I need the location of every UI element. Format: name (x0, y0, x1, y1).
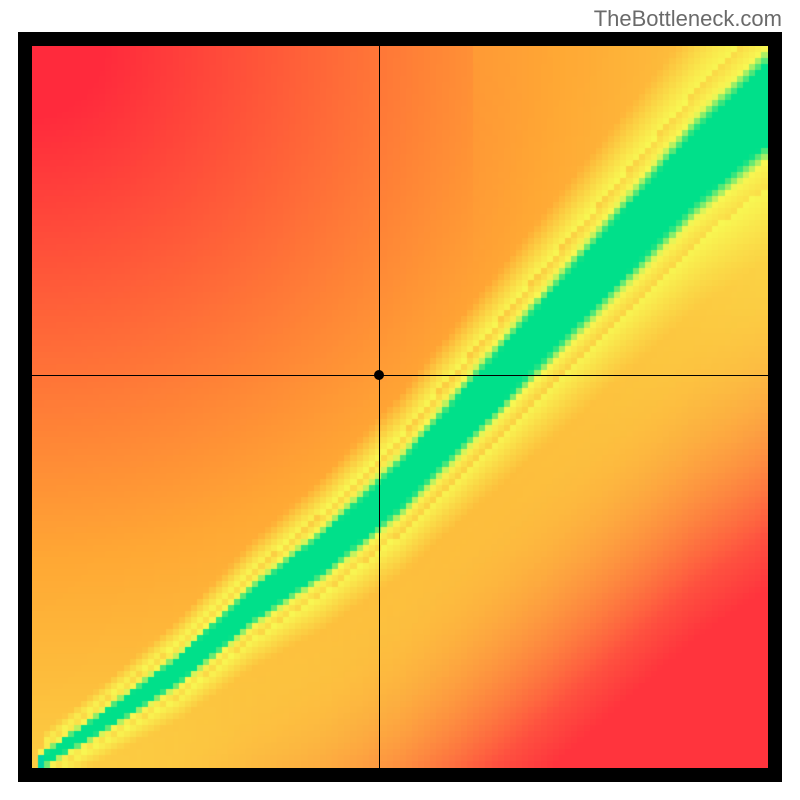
chart-container: TheBottleneck.com (0, 0, 800, 800)
bottleneck-heatmap (32, 46, 768, 768)
crosshair-marker (374, 370, 384, 380)
plot-area (18, 32, 782, 782)
crosshair-vertical (379, 46, 380, 768)
watermark-text: TheBottleneck.com (594, 6, 782, 32)
crosshair-horizontal (32, 375, 768, 376)
